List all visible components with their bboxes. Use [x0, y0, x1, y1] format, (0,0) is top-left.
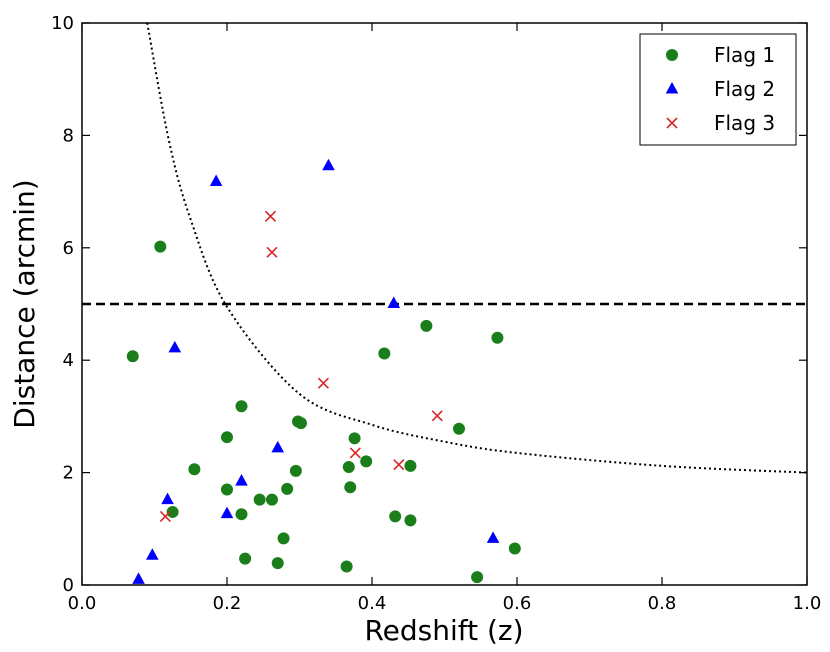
flag-2-point	[235, 474, 248, 486]
flag-2-point	[132, 572, 145, 584]
flag-1-point	[235, 508, 248, 521]
legend-flag-2-label: Flag 2	[714, 77, 775, 101]
y-tick-label: 10	[51, 13, 74, 34]
flag-1-point	[271, 557, 284, 570]
flag-1-point	[253, 493, 266, 506]
flag-3-point	[317, 377, 329, 389]
flag-1-point	[389, 510, 402, 523]
legend-flag-3-label: Flag 3	[714, 111, 775, 135]
flag-3-point	[264, 210, 277, 222]
flag-1-point	[221, 483, 233, 496]
x-axis-title: Redshift (z)	[364, 614, 523, 647]
flag-1-point	[344, 481, 357, 494]
flag-1-point	[453, 422, 465, 435]
x-tick-label: 0.6	[503, 593, 532, 614]
flag-1-point	[166, 505, 179, 518]
x-tick-label: 1.0	[793, 593, 822, 614]
flag-1-point	[471, 571, 484, 584]
legend-flag-3-marker	[666, 117, 678, 129]
flag-1-point	[289, 464, 302, 477]
plot-frame	[81, 22, 808, 586]
flag-1-point	[491, 331, 504, 344]
flag-1-point	[221, 431, 233, 444]
flag-2-point	[271, 440, 285, 453]
legend-flag-2-marker	[665, 82, 679, 94]
flag-1-point	[420, 319, 433, 332]
x-tick-label: 0.2	[213, 593, 242, 614]
flag-1-point	[348, 432, 361, 445]
flag-1-point	[378, 347, 391, 360]
flag-1-point	[340, 560, 353, 573]
flag-3-point	[393, 459, 405, 471]
y-tick-label: 2	[63, 463, 74, 484]
flag-2-point	[209, 174, 223, 187]
flag-1-point	[235, 400, 248, 413]
legend-frame	[639, 33, 797, 146]
data-points	[126, 158, 521, 584]
y-axis-title: Distance (arcmin)	[8, 179, 41, 428]
x-tick-label: 0.4	[358, 593, 387, 614]
flag-1-point	[188, 463, 201, 476]
y-tick-label: 8	[63, 125, 74, 146]
flag-1-point	[342, 460, 355, 473]
y-tick-label: 0	[63, 575, 74, 596]
flag-1-point	[154, 240, 167, 253]
flag-3-point	[159, 510, 171, 523]
flag-1-point	[277, 532, 290, 545]
legend: Flag 1 Flag 2 Flag 3	[639, 33, 797, 146]
axis-ticks: 0.0 0.2 0.4 0.6 0.8 1.0 0 2 4 6 8 10	[51, 13, 821, 614]
y-tick-label: 6	[63, 238, 74, 259]
flag-1-point	[239, 552, 252, 565]
flag-2-point	[486, 531, 500, 543]
flag-1-point	[265, 493, 278, 506]
flag-1-point	[126, 350, 139, 363]
reference-lines	[82, 22, 808, 474]
flag-3-point	[431, 410, 443, 422]
flag-2-point	[322, 158, 335, 171]
flag-1-point	[404, 459, 417, 472]
dotted-limit-curve	[146, 22, 808, 474]
flag-1-point	[360, 455, 373, 468]
flag-1-point	[508, 542, 521, 555]
x-tick-label: 0.8	[648, 593, 677, 614]
flag-3-point	[349, 447, 361, 459]
flag-1-point	[294, 417, 307, 430]
flag-3-point	[266, 246, 278, 258]
flag-2-point	[387, 296, 401, 308]
flag-2-point	[168, 340, 182, 353]
y-tick-label: 4	[63, 350, 74, 371]
flag-2-point	[161, 492, 174, 505]
flag-2-point	[220, 506, 234, 519]
legend-flag-1-marker	[666, 49, 678, 61]
legend-flag-1-label: Flag 1	[714, 43, 775, 67]
flag-1-point	[281, 482, 294, 495]
flag-2-point	[146, 548, 159, 560]
x-tick-label: 0.0	[68, 593, 97, 614]
flag-1-point	[404, 514, 417, 527]
